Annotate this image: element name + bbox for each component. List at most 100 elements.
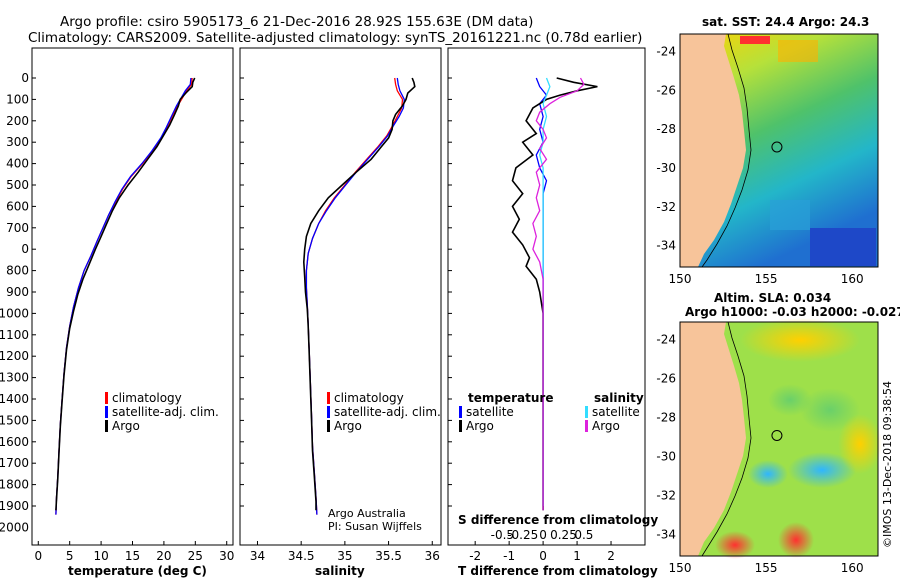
sla-low-blob	[748, 460, 788, 488]
legend-s-argo-label: Argo	[592, 419, 620, 433]
legend-argo-label: Argo	[112, 419, 140, 433]
x-tick-label: 0	[34, 549, 42, 563]
legend-climatology-label: climatology	[112, 391, 182, 405]
map-y-tick-label: -32	[656, 200, 676, 214]
sla-map-title: Altim. SLA: 0.034	[714, 291, 831, 305]
figure-title-line1: Argo profile: csiro 5905173_6 21-Dec-201…	[60, 14, 533, 30]
depth-tick-label: 1900	[0, 499, 29, 513]
depth-axis: 0 100 200 300 400 500 600 700 0 800 900 1000 1100 120…	[0, 71, 29, 534]
sla-low-blob	[788, 452, 856, 488]
depth-tick-label: 0	[21, 71, 29, 85]
depth-tick-label: 1700	[0, 456, 29, 470]
depth-tick-label: 900	[6, 285, 29, 299]
depth-tick-label: 1800	[0, 478, 29, 492]
depth-tick-label: 1400	[0, 392, 29, 406]
imos-watermark: ©IMOS 13-Dec-2018 09:38:54	[881, 381, 894, 548]
depth-tick-label: 1200	[0, 349, 29, 363]
sla-high-blob	[778, 522, 814, 558]
legend-climatology-swatch	[327, 392, 330, 404]
series-line-t-argo-diff	[511, 77, 598, 511]
sla-map: 150 155 160 -24 -26 -28 -30 -32 -34	[656, 318, 882, 575]
depth-tick-label: 1500	[0, 413, 29, 427]
x-tick-label: 15	[125, 549, 140, 563]
map-y-tick-label: -30	[656, 450, 676, 464]
map-y-tick-label: -24	[656, 44, 676, 58]
pi-credit: PI: Susan Wijffels	[328, 520, 422, 533]
x-tick-label: 36	[425, 549, 440, 563]
depth-tick-label: 100	[6, 92, 29, 106]
map-y-tick-label: -26	[656, 83, 676, 97]
depth-tick-label: 1000	[0, 306, 29, 320]
series-line-climatology	[305, 77, 404, 515]
s-difference-label: S difference from climatology	[458, 513, 658, 527]
legend-argo-swatch	[105, 420, 108, 432]
sla-isobath	[701, 321, 752, 557]
difference-legend: temperature satellite Argo salinity sate…	[459, 391, 644, 433]
salinity-legend: climatology satellite-adj. clim. Argo	[327, 391, 441, 433]
depth-tick-label: 700	[6, 221, 29, 235]
map-y-tick-label: -28	[656, 122, 676, 136]
x-tick-label: 1	[573, 549, 581, 563]
legend-s-argo-swatch	[585, 420, 588, 432]
panel-frame	[31, 47, 234, 546]
x-tick-label: 35.5	[375, 549, 402, 563]
depth-tick-label: 300	[6, 135, 29, 149]
sst-map: 150 155 160 -24 -26 -28 -30 -32 -34	[656, 33, 879, 286]
legend-satellite-swatch	[327, 406, 330, 418]
legend-s-satellite-swatch	[585, 406, 588, 418]
sla-mid-blob	[768, 384, 812, 416]
x-tick-label: 5	[66, 549, 74, 563]
sst-land-australia	[680, 34, 746, 267]
x-tick-label: 30	[219, 549, 234, 563]
series-line-t-satellite-diff	[535, 77, 548, 506]
legend-argo-swatch	[327, 420, 330, 432]
series-line-s-satellite-diff	[539, 77, 551, 506]
depth-tick-label: 800	[6, 264, 29, 278]
series-line-satellite-adj-clim-	[305, 77, 405, 515]
s-tick-label: 0.25	[550, 528, 577, 542]
depth-tick-label: 500	[6, 178, 29, 192]
legend-t-satellite-label: satellite	[466, 405, 514, 419]
map-y-tick-label: -26	[656, 372, 676, 386]
salinity-xlabel: salinity	[315, 564, 365, 578]
sla-argo-marker	[771, 429, 783, 441]
legend-satellite-swatch	[105, 406, 108, 418]
temperature-legend: climatology satellite-adj. clim. Argo	[105, 391, 219, 433]
s-tick-label: 0	[539, 528, 547, 542]
legend-t-argo-label: Argo	[466, 419, 494, 433]
temperature-panel: 0 5 10 15 20 25 30	[31, 47, 234, 563]
x-tick-label: 35	[337, 549, 352, 563]
sst-map-title: sat. SST: 24.4 Argo: 24.3	[702, 15, 869, 29]
map-x-tick-label: 150	[669, 561, 692, 575]
sst-argo-marker	[771, 141, 783, 153]
sst-cold-patch	[770, 200, 810, 230]
sst-isobath	[701, 33, 752, 268]
x-tick-label: 0	[539, 549, 547, 563]
temperature-xlabel: temperature (deg C)	[68, 564, 207, 578]
series-line-argo	[55, 77, 196, 511]
sla-map-subtitle: Argo h1000: -0.03 h2000: -0.027	[685, 305, 900, 319]
legend-climatology-label: climatology	[334, 391, 404, 405]
sla-map-ticks: 150 155 160 -24 -26 -28 -30 -32 -34	[656, 333, 863, 575]
sla-high-blob	[740, 318, 860, 362]
depth-tick-label: 1600	[0, 435, 29, 449]
legend-t-argo-swatch	[459, 420, 462, 432]
depth-tick-label: 600	[6, 199, 29, 213]
series-line-s-argo-diff	[532, 77, 585, 511]
s-tick-label: -0.5	[491, 528, 514, 542]
depth-tick-label: 2000	[0, 520, 29, 534]
map-y-tick-label: -28	[656, 411, 676, 425]
depth-tick-label: 0	[21, 242, 29, 256]
series-line-argo	[302, 77, 416, 511]
difference-panel: -2 -1 0 1 2 -0.5-0.25 0 0.250.5	[447, 47, 646, 563]
sla-map-frame	[679, 321, 879, 557]
panel-frame	[447, 47, 646, 546]
sst-cold-patch	[810, 228, 876, 266]
x-tick-label: 25	[188, 549, 203, 563]
sst-warm-patch	[740, 36, 770, 44]
legend-t-satellite-swatch	[459, 406, 462, 418]
figure-title-line2: Climatology: CARS2009. Satellite-adjuste…	[28, 30, 642, 46]
sla-high-blob	[715, 531, 755, 559]
sla-land-australia	[680, 322, 746, 556]
